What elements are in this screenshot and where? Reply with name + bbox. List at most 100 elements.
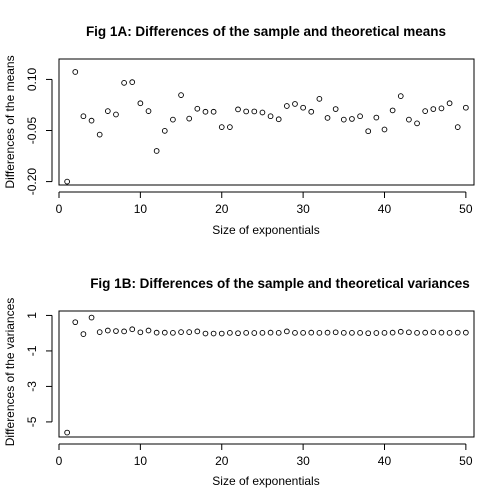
data-point	[324, 329, 331, 336]
data-points	[64, 314, 469, 436]
data-point	[121, 328, 127, 335]
data-point	[381, 329, 388, 336]
data-point	[210, 330, 217, 337]
y-axis-label: Differences of the means	[3, 55, 17, 188]
data-point	[129, 326, 136, 333]
data-point	[218, 124, 225, 130]
data-point	[283, 103, 290, 109]
data-point	[316, 95, 323, 102]
x-axis: 0 10 20 30 40 50	[56, 191, 473, 216]
y-tick-label: -1	[25, 345, 39, 356]
data-point	[72, 69, 79, 75]
chart-panel-means: Fig 1A: Differences of the sample and th…	[3, 24, 475, 237]
data-point	[292, 329, 298, 336]
data-point	[414, 329, 420, 336]
data-point	[227, 124, 233, 130]
data-point	[202, 330, 209, 337]
data-point	[389, 329, 396, 336]
data-point	[446, 100, 453, 107]
data-point	[170, 116, 176, 123]
data-point	[275, 116, 282, 123]
data-point	[178, 92, 184, 98]
data-point	[80, 331, 87, 337]
data-point	[292, 101, 298, 107]
data-point	[373, 114, 380, 121]
data-point	[332, 329, 339, 336]
y-axis: -5 -3 -1 1	[25, 312, 53, 427]
data-point	[210, 108, 217, 115]
data-point	[235, 106, 241, 113]
data-point	[357, 113, 363, 120]
data-point	[218, 330, 225, 337]
data-point	[80, 113, 87, 120]
data-point	[463, 104, 469, 111]
data-point	[406, 116, 412, 123]
data-point	[104, 327, 111, 334]
data-point	[365, 330, 372, 337]
y-axis-label: Differences of the variances	[3, 298, 17, 447]
data-point	[64, 429, 70, 436]
x-tick-label: 10	[134, 454, 148, 468]
data-point	[186, 115, 193, 122]
data-point	[422, 329, 429, 336]
data-point	[153, 148, 160, 154]
data-point	[251, 108, 258, 115]
data-point	[259, 109, 266, 116]
y-tick-label: 1	[25, 312, 39, 319]
data-point	[113, 328, 119, 334]
data-point	[243, 329, 250, 336]
data-point	[389, 107, 396, 114]
data-point	[300, 104, 306, 111]
chart-title: Fig 1B: Differences of the sample and th…	[90, 276, 470, 291]
data-point	[194, 328, 201, 335]
data-point	[137, 100, 144, 107]
x-tick-label: 50	[459, 454, 473, 468]
data-point	[349, 116, 355, 122]
data-point	[340, 329, 347, 336]
data-point	[137, 329, 144, 336]
data-point	[194, 105, 201, 112]
x-tick-label: 10	[134, 202, 148, 216]
data-point	[454, 329, 461, 336]
data-point	[316, 329, 323, 336]
x-tick-label: 30	[296, 202, 310, 216]
data-point	[178, 329, 184, 335]
data-point	[170, 329, 176, 336]
plot-frame	[58, 58, 475, 186]
data-point	[308, 108, 315, 115]
data-point	[397, 93, 404, 99]
data-point	[259, 329, 266, 336]
data-point	[340, 116, 347, 123]
data-point	[446, 329, 453, 336]
data-point	[275, 329, 282, 336]
data-point	[235, 330, 241, 337]
data-point	[121, 79, 127, 86]
data-point	[129, 79, 136, 86]
x-tick-label: 30	[296, 454, 310, 468]
x-axis: 0 10 20 30 40 50	[56, 443, 473, 468]
data-point	[96, 131, 103, 138]
data-point	[454, 124, 461, 130]
data-point	[202, 108, 209, 115]
y-tick-label: -3	[25, 381, 39, 392]
x-tick-label: 50	[459, 202, 473, 216]
data-point	[300, 329, 306, 336]
x-axis-label: Size of exponentials	[212, 223, 319, 237]
data-point	[161, 128, 168, 134]
data-point	[406, 329, 412, 336]
data-point	[64, 178, 70, 185]
data-point	[373, 330, 380, 336]
data-point	[267, 329, 274, 336]
plot-frame	[58, 310, 475, 438]
data-point	[397, 328, 404, 335]
data-point	[113, 111, 119, 118]
chart-title: Fig 1A: Differences of the sample and th…	[86, 24, 446, 39]
data-point	[365, 128, 372, 135]
chart-panel-variances: Fig 1B: Differences of the sample and th…	[3, 276, 475, 488]
data-point	[422, 108, 429, 114]
data-point	[349, 329, 355, 336]
data-point	[283, 328, 290, 335]
y-tick-label: -0.05	[25, 117, 39, 145]
y-tick-label: -5	[25, 416, 39, 427]
